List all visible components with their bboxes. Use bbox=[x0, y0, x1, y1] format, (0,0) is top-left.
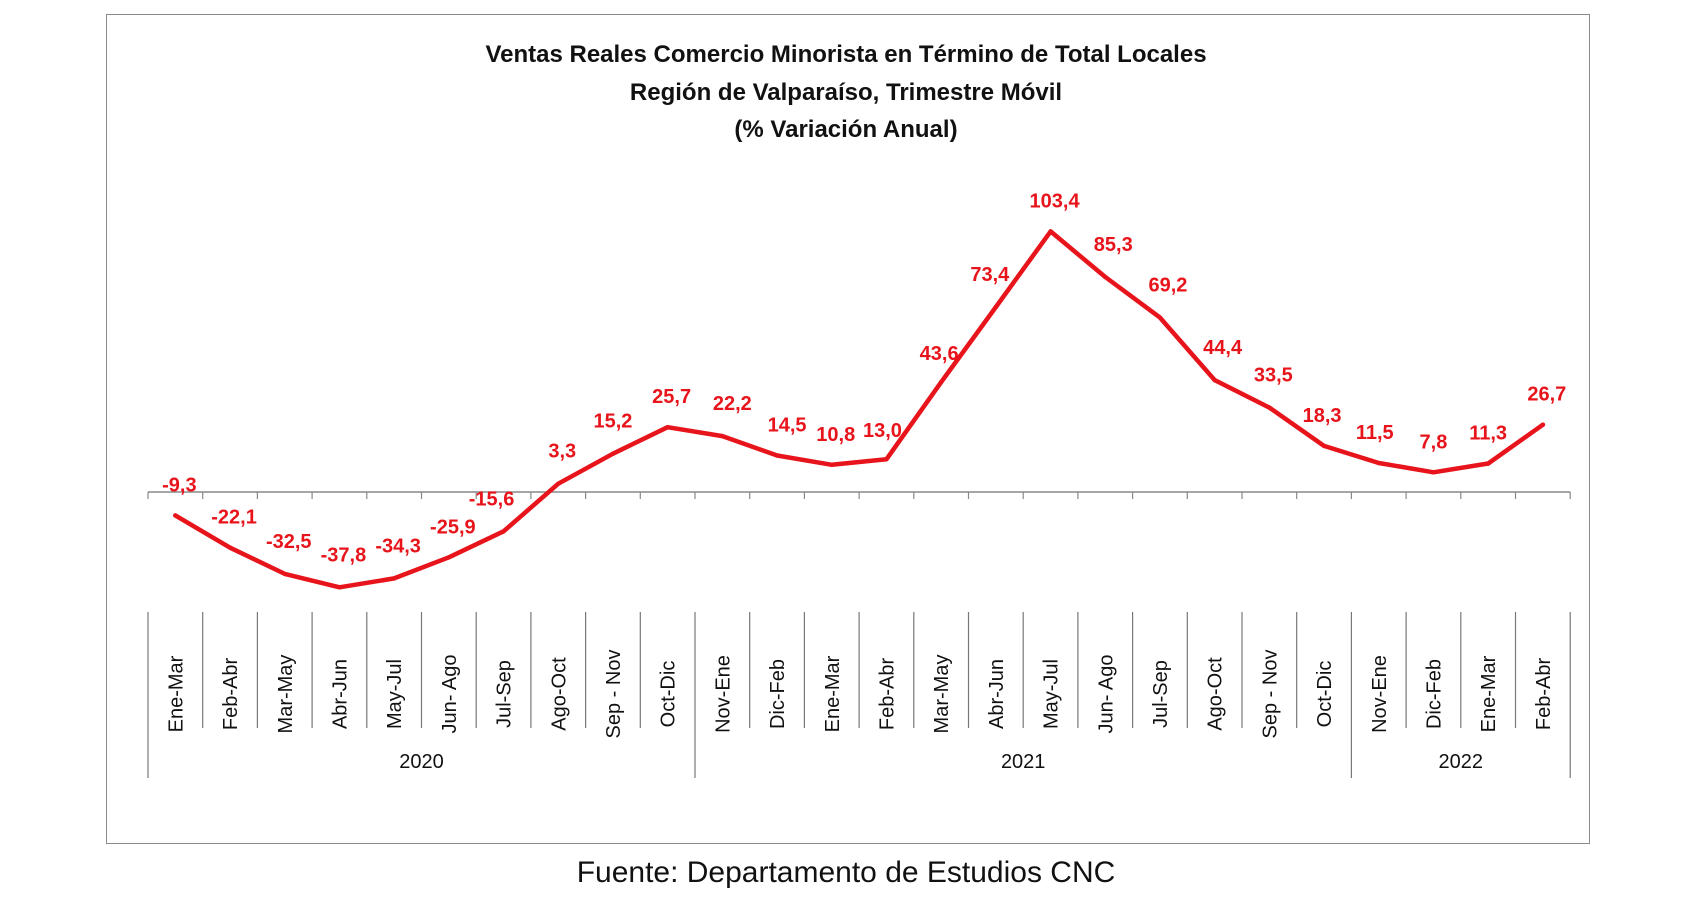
data-point bbox=[446, 555, 452, 560]
data-point bbox=[1431, 470, 1436, 475]
data-label: -15,6 bbox=[469, 488, 515, 510]
data-point bbox=[1485, 461, 1491, 466]
data-label: 43,6 bbox=[920, 343, 959, 365]
data-point bbox=[884, 457, 889, 462]
x-tick-label: Feb-Abr bbox=[220, 658, 242, 731]
x-tick-label: Feb-Abr bbox=[1533, 658, 1555, 731]
chart-title: Ventas Reales Comercio Minorista en Térm… bbox=[485, 41, 1206, 143]
data-label: 14,5 bbox=[768, 414, 807, 436]
x-tick-label: Jul-Sep bbox=[1150, 660, 1172, 728]
x-tick-label: Ago-Oct bbox=[548, 657, 570, 731]
x-tick-label: Oct-Dic bbox=[658, 661, 680, 728]
x-tick-label: Mar-May bbox=[275, 655, 297, 734]
x-tick-label: Nov-Ene bbox=[1369, 655, 1391, 733]
data-point bbox=[938, 379, 944, 385]
x-tick-label: Ene-Mar bbox=[1478, 655, 1500, 732]
x-tick-label: Jul-Sep bbox=[494, 660, 516, 728]
x-tick-label: Ago-Oct bbox=[1205, 657, 1227, 731]
data-label: 10,8 bbox=[816, 424, 855, 446]
data-label: -25,9 bbox=[430, 516, 476, 538]
data-point bbox=[337, 585, 342, 590]
data-point bbox=[1376, 460, 1381, 466]
data-label: 73,4 bbox=[970, 264, 1010, 286]
source-note: Fuente: Departamento de Estudios CNC bbox=[576, 856, 1116, 889]
chart-title-line-3: (% Variación Anual) bbox=[734, 116, 957, 143]
data-label: 33,5 bbox=[1254, 365, 1293, 387]
data-label: 103,4 bbox=[1030, 190, 1081, 212]
data-label: 44,4 bbox=[1203, 337, 1243, 359]
data-point bbox=[1267, 405, 1272, 410]
data-label: -22,1 bbox=[211, 507, 257, 529]
data-label: 85,3 bbox=[1094, 234, 1133, 256]
data-point bbox=[993, 304, 999, 310]
chart-title-line-1: Ventas Reales Comercio Minorista en Térm… bbox=[485, 41, 1206, 68]
x-tick-label: Dic-Feb bbox=[1423, 659, 1445, 729]
year-group-label: 2020 bbox=[399, 751, 444, 773]
series-line bbox=[173, 229, 1546, 590]
x-tick-label: Dic-Feb bbox=[767, 659, 789, 729]
data-label: 22,2 bbox=[713, 393, 752, 415]
x-tick-label: Oct-Dic bbox=[1314, 661, 1336, 728]
data-point bbox=[665, 425, 670, 430]
data-point bbox=[1540, 422, 1546, 427]
x-tick-label: Jun- Ago bbox=[439, 655, 461, 734]
data-label: 69,2 bbox=[1148, 275, 1187, 297]
data-point bbox=[829, 462, 834, 467]
chart-title-line-2: Región de Valparaíso, Trimestre Móvil bbox=[630, 79, 1062, 106]
data-label: 26,7 bbox=[1527, 384, 1566, 406]
data-point bbox=[501, 529, 506, 534]
data-label: 11,5 bbox=[1356, 422, 1394, 444]
year-group-label: 2022 bbox=[1439, 751, 1484, 773]
data-label: -9,3 bbox=[162, 474, 196, 496]
x-tick-label: May-Jul bbox=[384, 659, 406, 729]
data-point bbox=[173, 513, 178, 518]
data-point bbox=[391, 576, 397, 581]
data-label: 7,8 bbox=[1420, 431, 1448, 453]
chart-frame bbox=[106, 14, 1590, 844]
data-label: 18,3 bbox=[1303, 405, 1342, 427]
x-tick-label: Ene-Mar bbox=[822, 655, 844, 732]
data-point bbox=[610, 451, 616, 456]
x-tick-label: Sep - Nov bbox=[1259, 650, 1281, 739]
data-point bbox=[1048, 229, 1053, 234]
data-label: -32,5 bbox=[266, 531, 312, 553]
data-label: 3,3 bbox=[548, 441, 576, 463]
data-point bbox=[1321, 443, 1327, 449]
x-tick-label: Abr-Jun bbox=[986, 659, 1008, 729]
x-tick-label: Abr-Jun bbox=[329, 659, 351, 729]
x-tick-label: Mar-May bbox=[931, 655, 953, 734]
data-label: -37,8 bbox=[321, 544, 367, 566]
x-tick-label: Nov-Ene bbox=[712, 655, 734, 733]
data-point bbox=[227, 545, 233, 550]
x-tick-label: May-Jul bbox=[1041, 659, 1063, 729]
data-label: 11,3 bbox=[1469, 423, 1507, 445]
data-label: 13,0 bbox=[863, 420, 902, 442]
data-point bbox=[1212, 377, 1217, 383]
data-label: -34,3 bbox=[375, 535, 421, 557]
data-point bbox=[556, 481, 561, 486]
data-point bbox=[720, 433, 725, 439]
data-point bbox=[1157, 315, 1163, 320]
data-point bbox=[774, 453, 780, 458]
data-label: 25,7 bbox=[652, 386, 691, 408]
data-label: 15,2 bbox=[593, 411, 632, 433]
year-group-label: 2021 bbox=[1001, 751, 1046, 773]
x-tick-label: Jun- Ago bbox=[1095, 655, 1117, 734]
x-tick-label: Sep - Nov bbox=[603, 650, 625, 739]
x-tick-label: Feb-Abr bbox=[876, 658, 898, 731]
data-point bbox=[1103, 274, 1108, 280]
data-point bbox=[282, 571, 287, 577]
x-tick-label: Ene-Mar bbox=[165, 655, 187, 732]
